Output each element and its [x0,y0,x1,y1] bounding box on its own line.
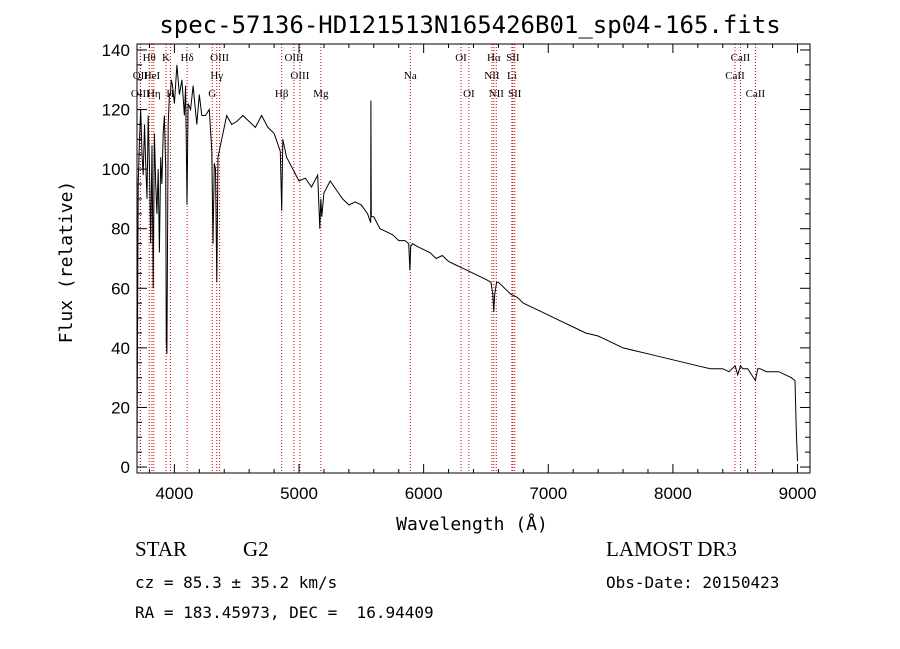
axes: 4000 5000 6000 7000 8000 9000 0 20 40 60 80 100 120 1… [102,41,817,503]
spectral-line-label: OI [455,52,467,64]
object-class: STAR [135,537,187,561]
spectral-line-label: Hβ [275,88,289,100]
series-line-flux [136,64,798,462]
obs-date: Obs-Date: 20150423 [606,573,780,592]
plot-frame [136,43,811,474]
spectral-line-label: CaII [725,70,745,82]
spectral-line-label: HeI [144,70,161,82]
y-tick-label: 80 [111,220,130,239]
spectral-line-label: OIII [131,88,150,100]
spectral-line-label: NII [489,88,505,100]
y-tick-label: 20 [111,398,130,417]
y-tick-label: 40 [111,339,130,358]
spectral-line-label: Hθ [143,52,156,64]
chart-title: spec-57136-HD121513N165426B01_sp04-165.f… [159,11,780,39]
spectral-line-label: OI [463,88,475,100]
coordinates: RA = 183.45973, DEC = 16.94409 [135,603,434,622]
redshift-readout: cz = 85.3 ± 35.2 km/s [135,573,338,592]
x-tick-label: 5000 [280,484,318,503]
spectral-line-label: Li [507,70,517,82]
spectral-line-label: NII [484,70,500,82]
x-axis-label: Wavelength (Å) [396,513,548,535]
spectral-line-label: OIII [290,70,309,82]
spectral-line-label: Hα [487,52,501,64]
y-tick-label: 0 [121,458,130,477]
spectral-line-label: Mg [313,88,329,100]
spectral-line-label: SII [506,52,520,64]
survey-name: LAMOST DR3 [606,537,737,561]
y-tick-label: 100 [102,160,130,179]
spectral-line-label: Hη [147,88,161,100]
spectral-line-label: Hδ [181,52,194,64]
spectral-line-label: K [162,52,170,64]
spectral-line-label: SII [508,88,522,100]
x-tick-label: 8000 [654,484,692,503]
x-tick-label: 7000 [529,484,567,503]
spectral-line-label: CaII [746,88,766,100]
spectral-subclass: G2 [243,537,269,561]
spectral-line-label: Na [404,70,417,82]
spectral-line-label: CaII [731,52,751,64]
x-tick-label: 9000 [779,484,817,503]
spectral-line-label: OIII [210,52,229,64]
y-tick-label: 120 [102,101,130,120]
x-tick-label: 6000 [405,484,443,503]
y-axis-label: Flux (relative) [56,181,77,344]
spectral-line-label: Hγ [210,70,223,82]
y-tick-label: 140 [102,41,130,60]
x-tick-label: 4000 [155,484,193,503]
spectral-line-label: OIII [284,52,303,64]
y-tick-label: 60 [111,279,130,298]
spectral-line-label: G [208,88,216,100]
spectrum-series [136,64,798,462]
